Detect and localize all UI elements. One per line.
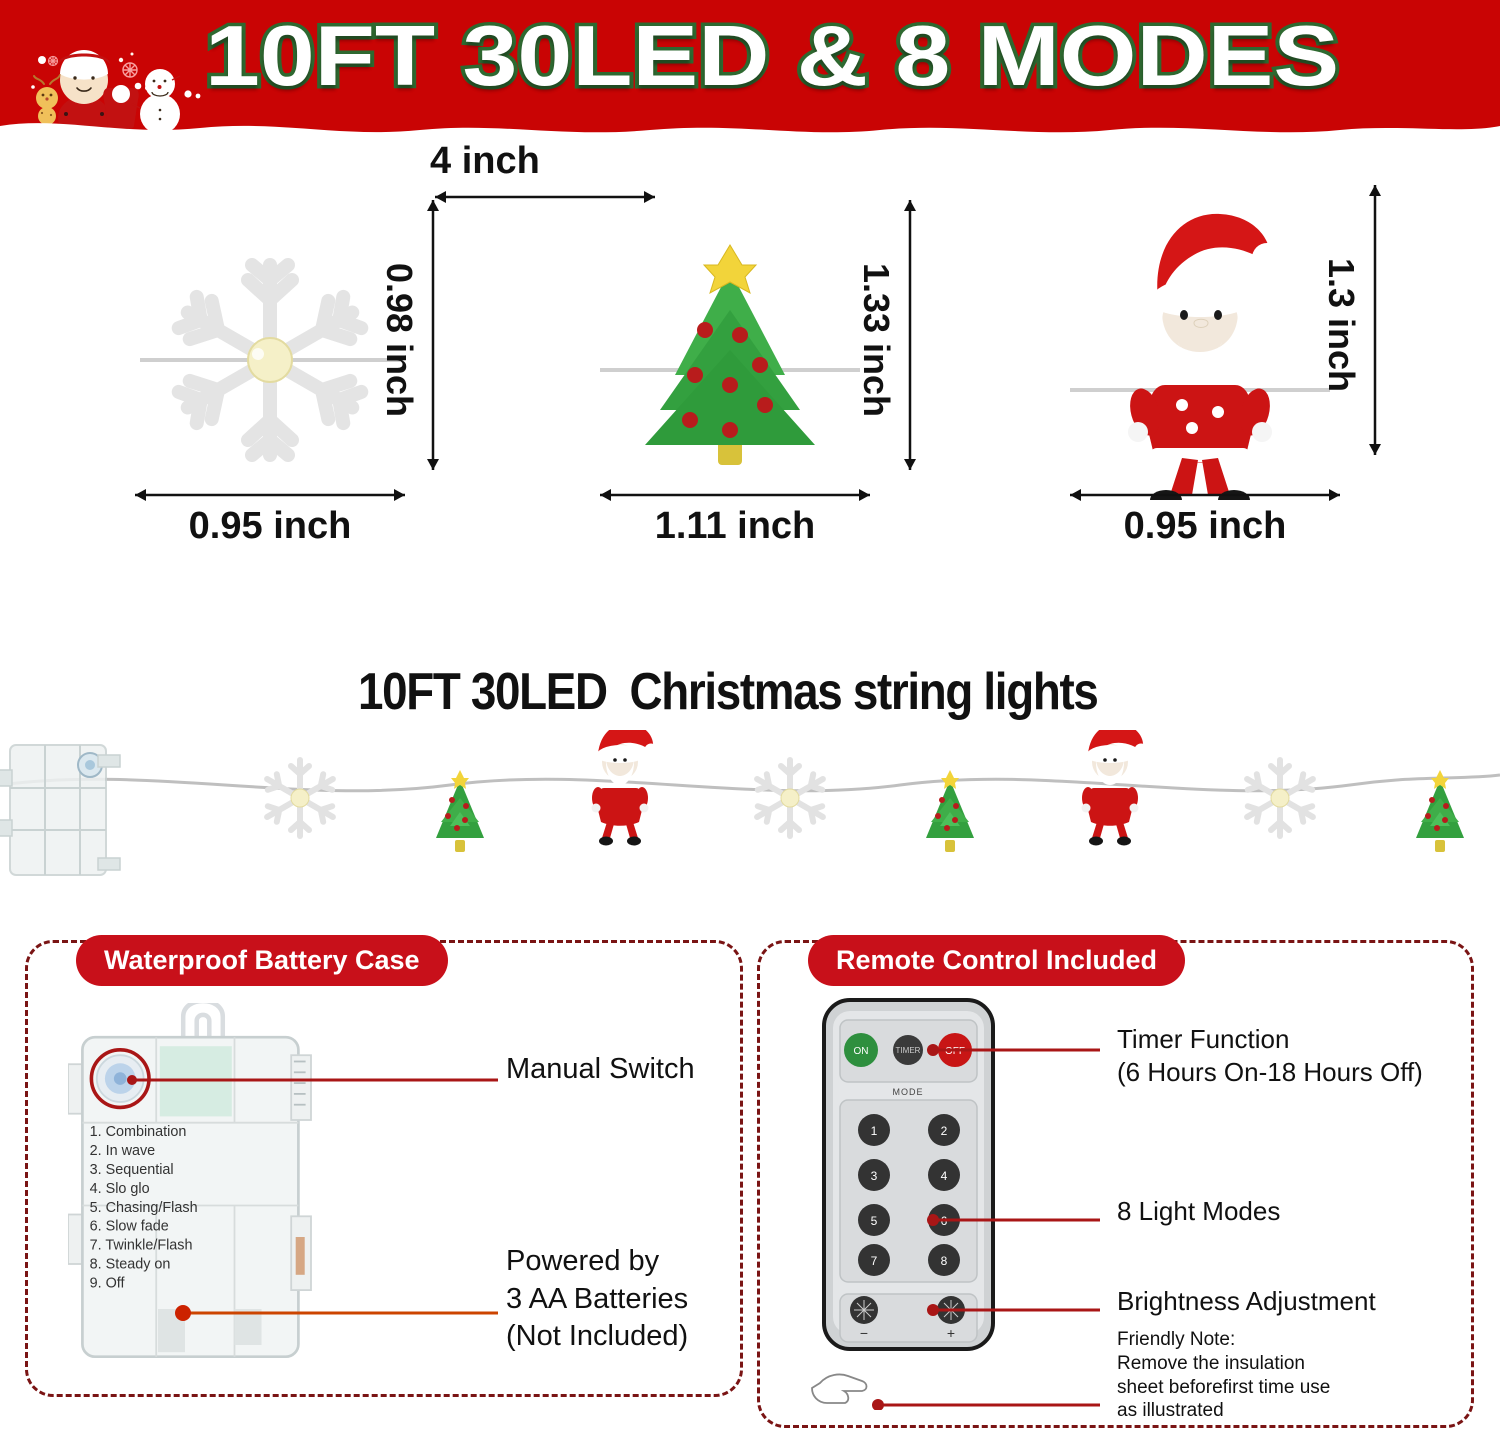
svg-text:8: 8 [941,1254,948,1268]
svg-text:5: 5 [871,1214,878,1228]
svg-text:4. Slo glo: 4. Slo glo [90,1181,150,1197]
svg-text:2. In wave: 2. In wave [90,1143,156,1159]
svg-text:5. Chasing/Flash: 5. Chasing/Flash [90,1200,198,1216]
svg-text:3. Sequential: 3. Sequential [90,1162,174,1178]
svg-text:+: + [947,1325,955,1341]
svg-text:3: 3 [871,1169,878,1183]
svg-text:2: 2 [941,1124,948,1138]
svg-text:6. Slow fade: 6. Slow fade [90,1219,169,1235]
svg-text:TIMER: TIMER [896,1046,921,1055]
svg-text:OFF: OFF [945,1046,965,1057]
svg-text:4: 4 [941,1169,948,1183]
svg-text:7. Twinkle/Flash: 7. Twinkle/Flash [90,1238,193,1254]
svg-text:7: 7 [871,1254,878,1268]
svg-text:9. Off: 9. Off [90,1275,126,1291]
svg-text:1: 1 [871,1124,878,1138]
svg-text:8. Steady on: 8. Steady on [90,1257,171,1273]
svg-text:−: − [860,1325,868,1341]
svg-text:ON: ON [854,1046,869,1057]
svg-text:1. Combination: 1. Combination [90,1124,187,1140]
svg-text:MODE: MODE [893,1087,924,1097]
svg-text:6: 6 [941,1214,948,1228]
